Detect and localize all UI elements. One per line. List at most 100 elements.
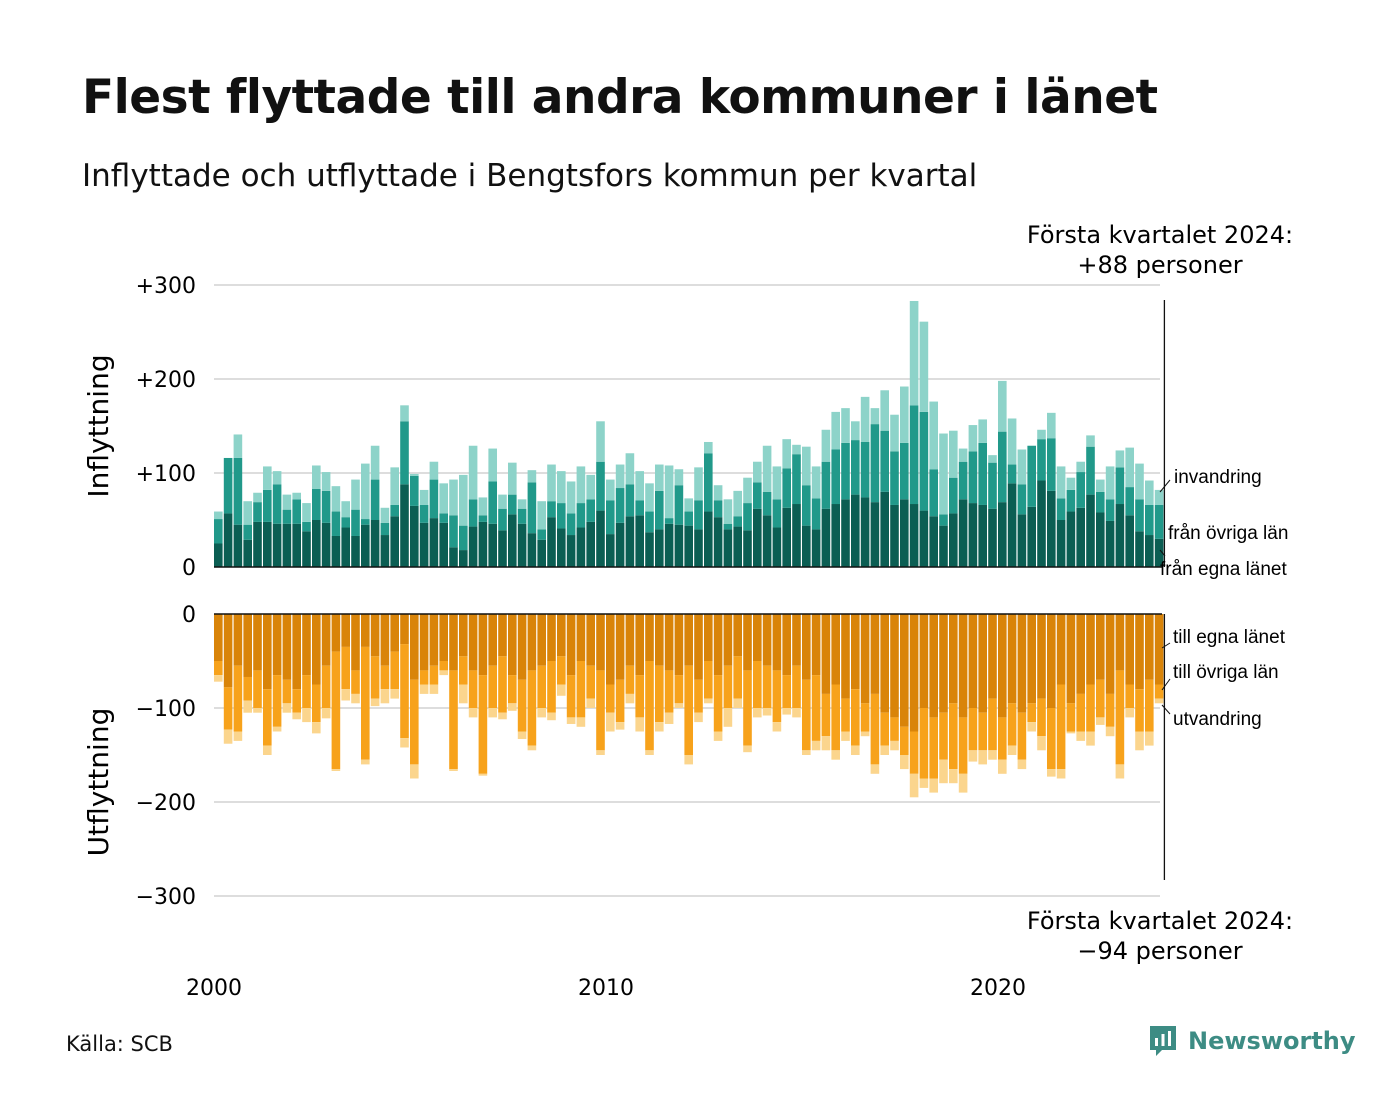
bar-outflow-till-ovriga-lan <box>919 708 929 779</box>
bar-outflow-till-ovriga-lan <box>870 693 880 765</box>
bar-inflow-fran-ovriga-lan <box>880 430 889 492</box>
bar-outflow-till-egna-lanet <box>223 614 233 688</box>
bar-outflow-till-egna-lanet <box>302 614 311 676</box>
bar-inflow-fran-ovriga-lan <box>792 454 801 505</box>
bar-outflow-utvandring <box>351 693 360 704</box>
outflow-y-axis-label: Utflyttning <box>82 708 115 857</box>
bar-inflow-invandring <box>439 483 448 514</box>
bar-inflow-invandring <box>370 445 380 480</box>
bar-inflow-fran-ovriga-lan <box>704 453 713 512</box>
leader-line-fran-egna-lanet <box>1159 549 1166 557</box>
bar-outflow-till-egna-lanet <box>370 614 380 657</box>
bar-inflow-fran-egna-lanet <box>1017 514 1027 567</box>
leader-line-invandring <box>1159 479 1171 493</box>
bar-outflow-till-egna-lanet <box>743 614 752 671</box>
outflow-y-tick-label: −200 <box>136 791 196 816</box>
bar-inflow-invandring <box>655 464 664 491</box>
bar-outflow-till-egna-lanet <box>321 614 331 666</box>
bar-inflow-fran-egna-lanet <box>1056 520 1066 567</box>
bar-outflow-till-egna-lanet <box>488 614 497 666</box>
bar-inflow-invandring <box>625 453 635 485</box>
bar-outflow-utvandring <box>537 708 546 718</box>
bar-inflow-fran-egna-lanet <box>811 529 821 567</box>
inflow-note-line-1: Första kvartalet 2024: <box>1027 221 1293 249</box>
bar-outflow-till-egna-lanet <box>772 614 782 671</box>
bar-outflow-till-ovriga-lan <box>606 684 615 713</box>
bar-inflow-fran-ovriga-lan <box>243 524 252 540</box>
bar-outflow-till-ovriga-lan <box>978 712 987 751</box>
bar-inflow-invandring <box>410 473 419 476</box>
bar-outflow-utvandring <box>449 769 458 771</box>
bar-outflow-till-egna-lanet <box>1056 614 1066 685</box>
bar-outflow-utvandring <box>831 750 840 760</box>
inflow-y-tick-label: +200 <box>136 368 196 393</box>
bar-inflow-invandring <box>772 466 782 500</box>
bar-outflow-utvandring <box>1145 731 1154 746</box>
bar-inflow-fran-ovriga-lan <box>233 457 243 525</box>
bar-inflow-invandring <box>782 439 791 469</box>
bar-outflow-utvandring <box>900 755 909 770</box>
bar-outflow-till-egna-lanet <box>664 614 674 671</box>
bar-outflow-till-egna-lanet <box>1027 614 1036 704</box>
bar-inflow-fran-egna-lanet <box>488 523 497 567</box>
bar-inflow-fran-egna-lanet <box>233 524 243 567</box>
bar-inflow-invandring <box>851 421 860 441</box>
bar-outflow-utvandring <box>655 722 664 732</box>
bar-inflow-fran-ovriga-lan <box>498 508 507 531</box>
bar-outflow-till-egna-lanet <box>606 614 615 685</box>
bar-outflow-till-ovriga-lan <box>429 665 439 685</box>
bar-outflow-utvandring <box>939 759 948 784</box>
bar-inflow-fran-ovriga-lan <box>1037 439 1046 481</box>
bar-outflow-utvandring <box>1135 731 1144 751</box>
bar-outflow-utvandring <box>557 684 566 696</box>
bar-inflow-fran-ovriga-lan <box>272 484 282 524</box>
bar-inflow-fran-ovriga-lan <box>1086 446 1095 495</box>
bar-outflow-utvandring <box>919 778 929 788</box>
bar-inflow-fran-ovriga-lan <box>410 475 419 506</box>
bar-outflow-till-ovriga-lan <box>547 661 556 713</box>
bar-outflow-utvandring <box>880 745 889 755</box>
bar-outflow-till-ovriga-lan <box>527 670 537 746</box>
bar-outflow-till-ovriga-lan <box>223 687 233 730</box>
bar-outflow-till-egna-lanet <box>1125 614 1134 685</box>
bar-inflow-fran-ovriga-lan <box>1076 472 1085 508</box>
bar-inflow-fran-egna-lanet <box>214 543 223 567</box>
bar-outflow-till-egna-lanet <box>517 614 527 680</box>
bar-inflow-fran-ovriga-lan <box>390 504 399 517</box>
bar-inflow-fran-ovriga-lan <box>831 449 840 505</box>
bar-outflow-utvandring <box>331 769 341 771</box>
bar-outflow-utvandring <box>978 750 987 765</box>
bar-outflow-till-ovriga-lan <box>390 651 399 690</box>
bar-inflow-fran-ovriga-lan <box>615 488 625 523</box>
bar-inflow-fran-egna-lanet <box>557 528 566 567</box>
bar-outflow-till-egna-lanet <box>1037 614 1046 699</box>
bar-outflow-till-ovriga-lan <box>792 665 801 708</box>
bar-inflow-fran-egna-lanet <box>243 539 252 567</box>
bar-inflow-fran-ovriga-lan <box>214 519 223 544</box>
leader-line-till-egna-lanet <box>1161 642 1171 649</box>
bar-outflow-till-ovriga-lan <box>557 656 566 685</box>
bar-inflow-invandring <box>723 499 733 524</box>
bar-outflow-till-egna-lanet <box>909 614 919 732</box>
bar-outflow-till-egna-lanet <box>527 614 537 671</box>
bar-outflow-utvandring <box>733 698 742 708</box>
bar-inflow-fran-ovriga-lan <box>900 442 909 500</box>
bar-inflow-fran-ovriga-lan <box>762 491 772 516</box>
bar-outflow-till-egna-lanet <box>380 614 390 666</box>
bar-inflow-fran-ovriga-lan <box>635 500 644 516</box>
bar-inflow-invandring <box>459 474 468 526</box>
bar-inflow-invandring <box>870 408 880 425</box>
bar-inflow-fran-egna-lanet <box>547 517 556 567</box>
bar-inflow-invandring <box>968 425 978 452</box>
bar-inflow-fran-ovriga-lan <box>586 499 595 522</box>
bar-inflow-fran-egna-lanet <box>390 516 399 567</box>
bar-outflow-utvandring <box>615 722 625 730</box>
series-label-fran-ovriga-lan: från övriga län <box>1168 523 1288 544</box>
bar-outflow-till-ovriga-lan <box>890 717 899 741</box>
bar-outflow-till-egna-lanet <box>459 614 468 657</box>
bar-outflow-utvandring <box>723 708 733 727</box>
bar-inflow-invandring <box>400 405 409 422</box>
bar-outflow-utvandring <box>1115 764 1125 779</box>
bar-inflow-fran-ovriga-lan <box>547 501 556 518</box>
bar-inflow-fran-ovriga-lan <box>537 529 546 540</box>
